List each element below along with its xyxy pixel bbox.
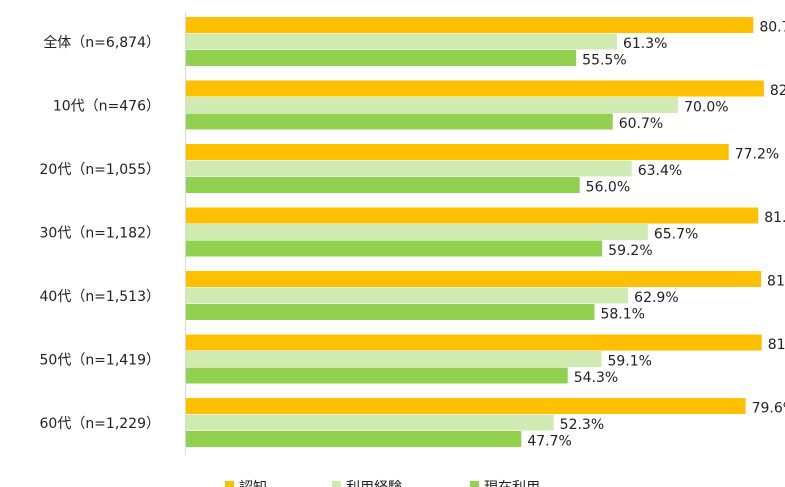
bar-experience [186,97,679,113]
data-label: 59.1% [607,354,651,370]
data-label: 60.7% [619,116,663,132]
bar-awareness [186,334,762,351]
bar-current [186,113,613,130]
data-label: 58.1% [600,307,644,323]
data-label: 63.4% [638,163,682,179]
data-label: 54.3% [574,370,618,386]
data-label: 59.2% [608,243,652,259]
bar-awareness [186,144,729,160]
category-label: 60代（n=1,229） [40,416,161,432]
bar-awareness [186,80,764,97]
data-label: 62.9% [634,290,678,306]
data-label: 61.3% [623,36,667,52]
data-label: 79.6% [752,401,785,417]
data-label: 81.4% [764,210,785,226]
legend-swatch [225,481,234,487]
legend-label: 現在利用 [484,480,540,487]
data-label: 55.5% [582,53,626,69]
data-label: 82.2% [770,83,785,99]
category-label: 20代（n=1,055） [40,162,161,178]
bar-experience [186,160,632,177]
legend-label: 利用経験 [346,480,402,487]
data-label: 77.2% [735,147,779,163]
bar-awareness [186,271,762,287]
bar-experience [186,414,554,431]
category-label: 40代（n=1,513） [40,289,161,305]
bar-experience [186,33,617,50]
bar-experience [186,287,629,304]
bar-current [186,50,577,66]
data-label: 81.9% [768,337,785,353]
category-label: 10代（n=476） [53,98,160,114]
data-label: 56.0% [586,180,630,196]
bar-experience [186,351,602,367]
legend-swatch [332,481,341,487]
bar-current [186,431,522,447]
category-label: 全体（n=6,874） [43,34,160,51]
data-label: 47.7% [527,434,571,450]
data-label: 52.3% [560,417,604,433]
data-label: 70.0% [684,100,728,116]
bar-experience [186,224,648,240]
bar-current [186,367,568,384]
bar-current [186,240,603,257]
data-label: 65.7% [654,227,698,243]
legend-swatch [470,481,479,487]
legend-label: 認知 [239,479,267,487]
category-label: 50代（n=1,419） [40,352,161,368]
bar-current [186,304,595,320]
data-label: 80.7% [759,20,785,36]
bar-awareness [186,207,759,224]
category-label: 30代（n=1,182） [40,225,161,241]
bar-current [186,177,580,193]
bar-awareness [186,17,754,33]
bar-awareness [186,398,746,414]
data-label: 81.8% [767,274,785,290]
